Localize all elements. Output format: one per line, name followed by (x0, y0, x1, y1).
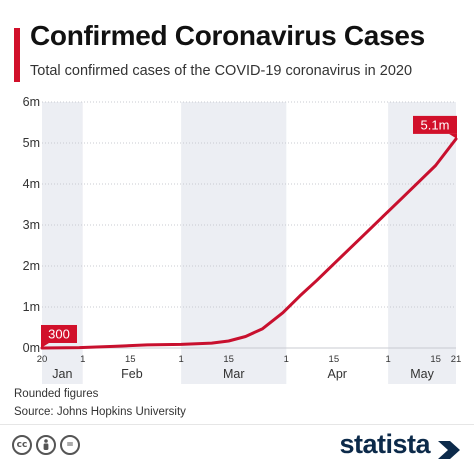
month-band-mar (181, 102, 287, 384)
no-derivatives-icon[interactable]: = (60, 435, 80, 455)
attribution-icon[interactable] (36, 435, 56, 455)
y-tick-label: 5m (23, 136, 40, 150)
x-tick-label: 1 (385, 354, 390, 365)
source-note: Source: Johns Hopkins University (14, 406, 186, 418)
data-callout-pointer (41, 342, 49, 348)
x-tick-label: 1 (178, 354, 183, 365)
month-label-apr: Apr (328, 367, 347, 381)
statista-logo-text[interactable]: statista (339, 429, 430, 459)
statista-logo-mark-icon (438, 441, 460, 459)
y-tick-label: 3m (23, 218, 40, 232)
month-label-jan: Jan (52, 367, 72, 381)
title-accent-bar (14, 28, 20, 82)
month-band-may (388, 102, 456, 384)
x-tick-label: 1 (284, 354, 289, 365)
x-tick-label: 15 (125, 354, 136, 365)
data-callout-pointer (449, 133, 457, 139)
rounding-note: Rounded figures (14, 388, 99, 400)
x-tick-label: 15 (223, 354, 234, 365)
person-glyph-icon (43, 439, 49, 450)
month-label-mar: Mar (223, 367, 245, 381)
x-tick-label: 15 (430, 354, 441, 365)
cases-line-series-0 (40, 137, 458, 350)
x-tick-label: 15 (329, 354, 340, 365)
chart-title: Confirmed Coronavirus Cases (30, 20, 425, 51)
data-callout-label: 300 (48, 326, 70, 341)
x-tick-label: 20 (37, 354, 48, 365)
chart-subtitle: Total confirmed cases of the COVID-19 co… (30, 63, 413, 79)
x-tick-label: 21 (451, 354, 462, 365)
footer-bar: cc = statista (0, 424, 474, 475)
month-label-may: May (410, 367, 434, 381)
y-tick-label: 2m (23, 259, 40, 273)
license-icons: cc = (12, 435, 80, 455)
y-tick-label: 0m (23, 341, 40, 355)
y-tick-label: 4m (23, 177, 40, 191)
y-tick-label: 6m (23, 95, 40, 109)
y-tick-label: 1m (23, 300, 40, 314)
data-callout-label: 5.1m (421, 117, 450, 132)
data-callout-box (41, 324, 77, 343)
month-label-feb: Feb (121, 367, 143, 381)
data-callout-box (413, 115, 457, 134)
x-tick-label: 1 (80, 354, 85, 365)
creative-commons-icon[interactable]: cc (12, 435, 32, 455)
